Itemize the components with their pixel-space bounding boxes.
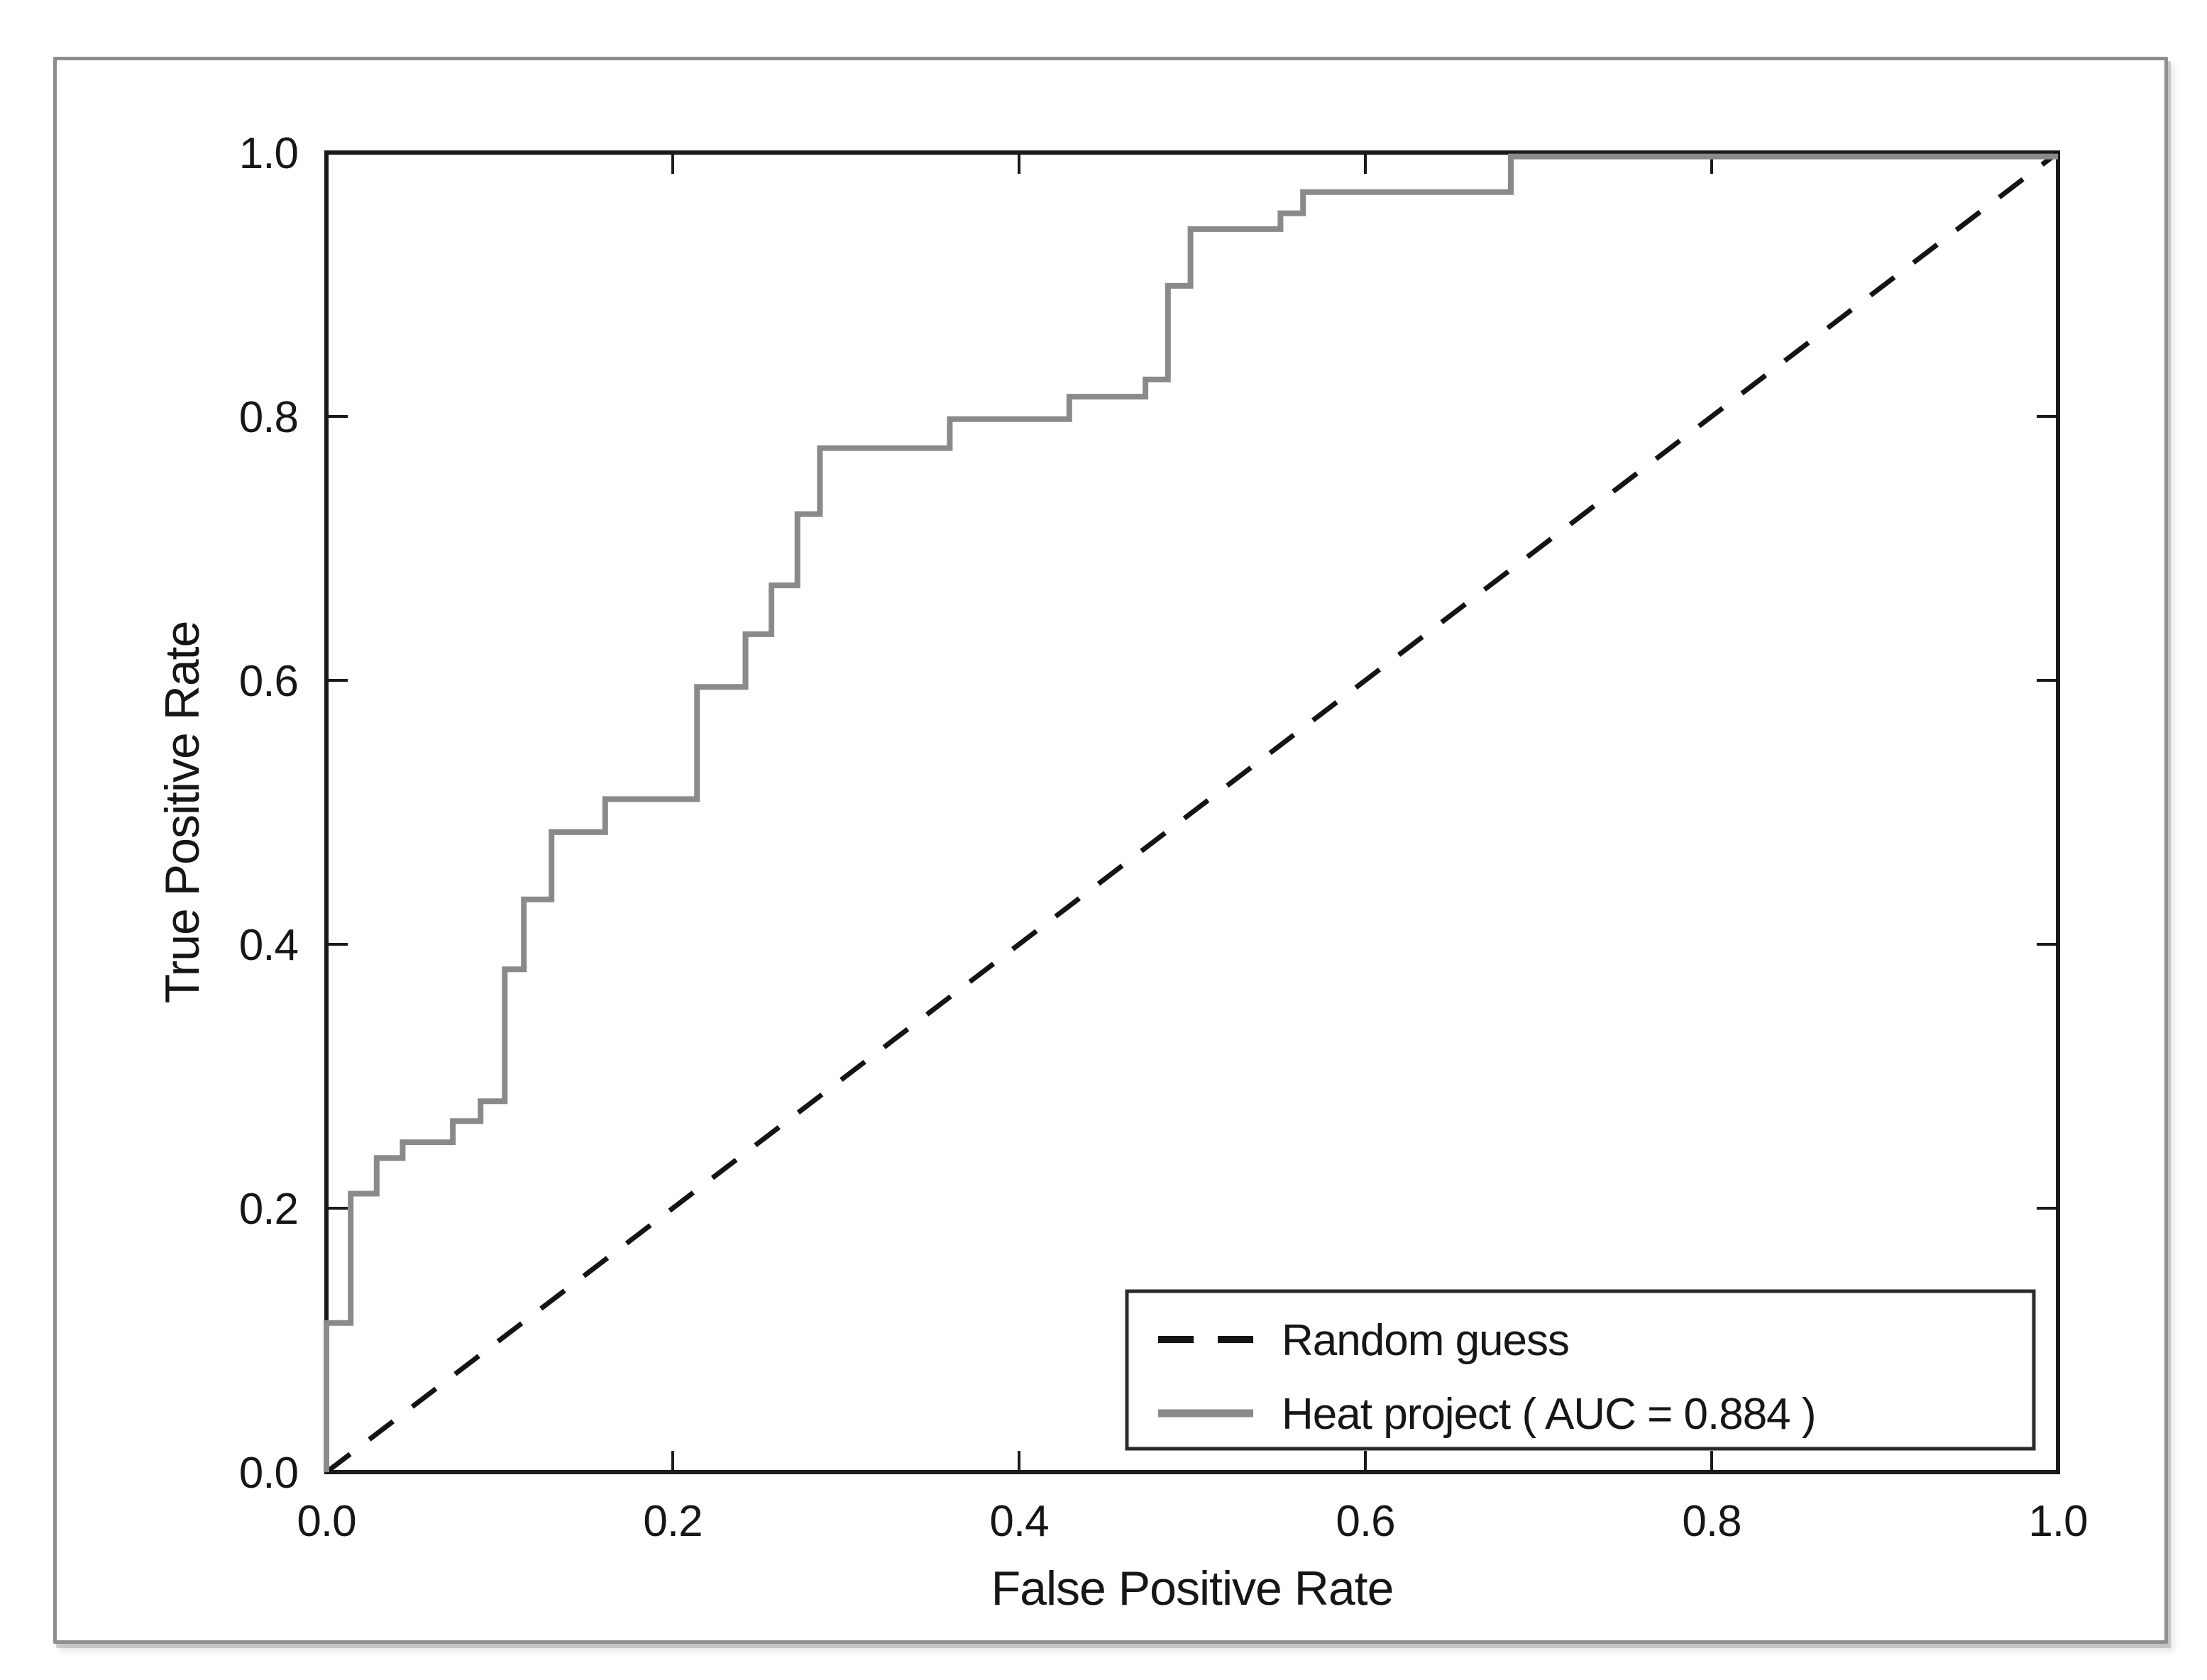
y-tick-label: 0.2 — [239, 1185, 298, 1234]
axis-tick-labels: 0.0 0.2 0.4 0.6 0.8 1.0 0.0 0.2 0.4 0.6 0.8 1.0 — [239, 129, 2088, 1546]
roc-step-curve — [324, 153, 2058, 1472]
x-axis-label: False Positive Rate — [991, 1562, 1394, 1615]
y-tick-label: 0.8 — [239, 393, 298, 442]
legend-box — [1125, 1289, 2036, 1451]
x-tick-label: 0.8 — [1682, 1497, 1741, 1546]
y-axis-label: True Positive Rate — [155, 621, 209, 1004]
x-tick-label: 0.0 — [297, 1497, 356, 1546]
plot-area-spines — [324, 150, 2060, 1474]
x-tick-label: 0.6 — [1336, 1497, 1394, 1546]
x-tick-label: 0.4 — [989, 1497, 1048, 1546]
y-tick-label: 1.0 — [239, 129, 298, 178]
y-tick-label: 0.0 — [239, 1449, 298, 1498]
random-guess-diagonal-line — [324, 150, 2060, 1474]
x-tick-label: 1.0 — [2028, 1497, 2087, 1546]
y-tick-label: 0.4 — [239, 921, 298, 970]
legend-label-heat-project: Heat project ( AUC = 0.884 ) — [1282, 1390, 1816, 1439]
x-tick-label: 0.2 — [643, 1497, 702, 1546]
legend: Random guess Heat project ( AUC = 0.884 … — [1125, 1289, 2036, 1451]
y-tick-label: 0.6 — [239, 657, 298, 706]
legend-label-random-guess: Random guess — [1282, 1316, 1569, 1365]
